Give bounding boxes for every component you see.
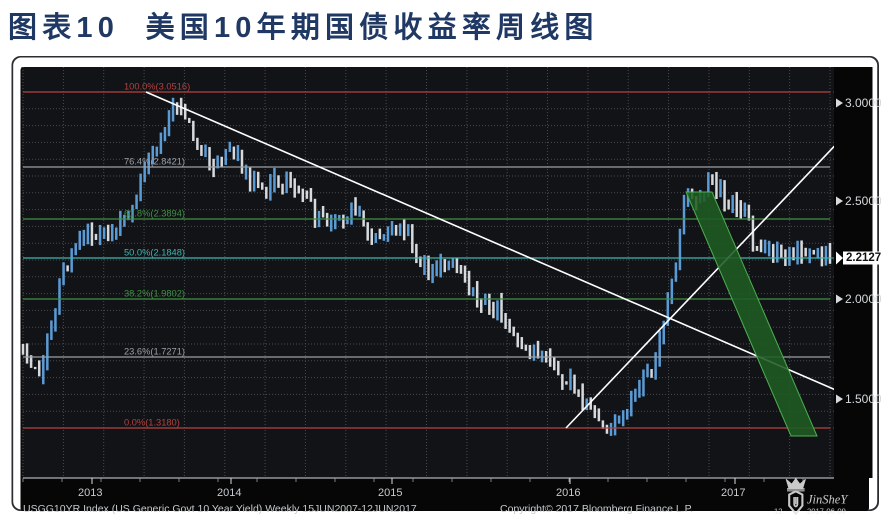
svg-text:Copyright© 2017 Bloomberg Fina: Copyright© 2017 Bloomberg Finance L.P.: [500, 503, 693, 515]
svg-text:2017·06·09: 2017·06·09: [807, 507, 846, 516]
svg-text:1.5000: 1.5000: [845, 392, 881, 406]
svg-text:12: 12: [774, 507, 782, 516]
svg-text:100.0%(3.0516): 100.0%(3.0516): [124, 82, 190, 92]
svg-text:3.0000: 3.0000: [845, 96, 881, 110]
svg-text:2016: 2016: [556, 487, 580, 499]
svg-text:2.2127: 2.2127: [846, 252, 881, 264]
svg-text:38.2%(1.9802): 38.2%(1.9802): [124, 289, 185, 299]
svg-text:JinSheY: JinSheY: [807, 493, 849, 507]
svg-text:23.6%(1.7271): 23.6%(1.7271): [124, 347, 185, 357]
svg-text:2013: 2013: [78, 487, 102, 499]
svg-text:2.0000: 2.0000: [845, 292, 881, 306]
svg-text:2.5000: 2.5000: [845, 194, 881, 208]
svg-text:2015: 2015: [378, 487, 402, 499]
svg-text:2014: 2014: [217, 487, 241, 499]
svg-text:61.8%(2.3894): 61.8%(2.3894): [124, 209, 185, 219]
svg-text:0.0%(1.3180): 0.0%(1.3180): [124, 418, 180, 428]
svg-text:2017: 2017: [721, 487, 745, 499]
svg-text:USGG10YR Index (US Generic Gov: USGG10YR Index (US Generic Govt 10 Year …: [23, 503, 417, 515]
svg-text:76.4%(2.8421): 76.4%(2.8421): [124, 157, 185, 167]
svg-text:50.0%(2.1848): 50.0%(2.1848): [124, 248, 185, 258]
